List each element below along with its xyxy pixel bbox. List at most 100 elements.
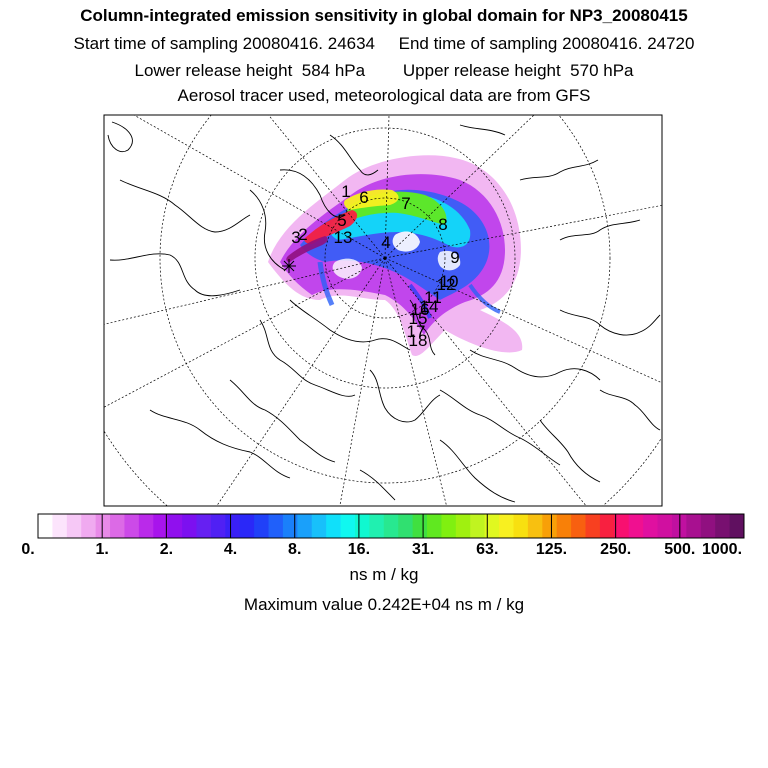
release-marker-label: 17	[407, 322, 426, 341]
legend-swatch	[196, 514, 212, 538]
legend-swatch	[239, 514, 255, 538]
legend-swatch	[52, 514, 68, 538]
graticule	[104, 115, 662, 506]
legend-swatch	[182, 514, 197, 538]
legend-swatch	[599, 514, 615, 538]
legend-swatch	[729, 514, 745, 538]
lower-release-text: Lower release height 584 hPa	[134, 61, 366, 80]
upper-release-text: Upper release height 570 hPa	[402, 61, 634, 80]
receptor-star	[282, 259, 296, 273]
release-marker-label: 5	[337, 211, 346, 230]
legend-swatch	[441, 514, 457, 538]
maximum-value-text: Maximum value 0.242E+04 ns m / kg	[243, 595, 525, 614]
legend-swatch	[138, 514, 154, 538]
plume-void-1	[392, 231, 420, 252]
plume-field	[268, 155, 523, 356]
legend-swatch	[268, 514, 284, 538]
release-marker-label: 12	[437, 275, 456, 294]
legend-swatch	[527, 514, 543, 538]
plume-blue-streak-3	[408, 283, 432, 319]
legend-tick-labels: 0. 1. 2. 4. 8. 16. 31. 63. 125. 250. 500. 1000.	[21, 541, 742, 558]
release-marker-label: 2	[298, 225, 307, 244]
release-marker-label: 10	[440, 272, 459, 291]
legend-swatch	[254, 514, 270, 538]
legend-swatch	[571, 514, 587, 538]
map-frame	[103, 114, 663, 507]
legend-tick-label: 4.	[224, 541, 237, 558]
legend-swatch	[210, 514, 226, 538]
aerosol-note: Aerosol tracer used, meteorological data…	[177, 86, 591, 105]
legend-swatch	[715, 514, 731, 538]
legend-swatch	[513, 514, 529, 538]
release-marker-label: 7	[401, 194, 410, 213]
legend-swatch	[614, 514, 630, 538]
release-marker-label: 18	[409, 331, 428, 350]
legend-swatch	[657, 514, 673, 538]
legend-tick-label: 1000.	[702, 541, 742, 558]
legend-swatch	[340, 514, 356, 538]
legend-tick-label: 0.	[21, 541, 34, 558]
release-marker-label: 4	[381, 233, 390, 252]
legend-swatch	[297, 514, 313, 538]
release-heights: Lower release height 584 hPa Upper relea…	[0, 61, 768, 81]
plume-magenta-streak	[286, 236, 328, 262]
legend-swatch	[556, 514, 572, 538]
legend-swatch	[412, 514, 428, 538]
legend-swatch	[282, 514, 298, 538]
plume-void-3	[332, 258, 362, 279]
release-marker-label: 3	[291, 228, 300, 247]
end-time-text: End time of sampling 20080416. 24720	[398, 34, 695, 53]
legend-frame	[37, 513, 745, 539]
legend-tick-label: 31.	[412, 541, 434, 558]
release-marker-label: 14	[420, 297, 439, 316]
legend-swatch	[700, 514, 716, 538]
release-marker-label: 15	[409, 309, 428, 328]
plume-blue-streak-1	[317, 261, 335, 307]
legend-swatch	[326, 514, 342, 538]
legend-swatch	[383, 514, 399, 538]
release-marker-label: 8	[438, 215, 447, 234]
release-marker-label: 16	[411, 300, 430, 319]
legend-swatch	[643, 514, 659, 538]
legend-swatch	[369, 514, 385, 538]
legend-swatch	[628, 514, 644, 538]
legend-tick-label: 8.	[288, 541, 301, 558]
legend-swatch	[66, 514, 82, 538]
legend-swatch	[124, 514, 140, 538]
legend-tick-label: 63.	[476, 541, 498, 558]
legend-tick-label: 500.	[664, 541, 695, 558]
sampling-times: Start time of sampling 20080416. 24634 E…	[0, 34, 768, 54]
plume-red-core	[304, 210, 358, 244]
legend-swatch	[38, 514, 53, 538]
release-marker-label: 6	[359, 188, 368, 207]
map-area	[104, 115, 662, 506]
legend-swatch	[398, 514, 414, 538]
legend-swatch	[427, 514, 442, 538]
legend-swatch	[354, 514, 370, 538]
legend-swatch	[686, 514, 702, 538]
release-marker-label: 1	[341, 182, 350, 201]
legend-swatch	[499, 514, 514, 538]
release-marker-label: 11	[424, 288, 442, 307]
plume-void-2	[437, 250, 461, 271]
legend-units: ns m / kg	[349, 565, 419, 584]
legend-tick-label: 16.	[348, 541, 370, 558]
start-time-text: Start time of sampling 20080416. 24634	[73, 34, 376, 53]
legend-swatch	[311, 514, 327, 538]
legend-swatch	[225, 514, 241, 538]
legend-swatch	[110, 514, 125, 538]
legend-swatch	[542, 514, 558, 538]
legend-swatch	[455, 514, 471, 538]
legend-swatch	[167, 514, 183, 538]
legend-swatch	[81, 514, 97, 538]
coastlines	[107, 121, 661, 503]
legend-swatch	[95, 514, 111, 538]
legend-swatch	[484, 514, 500, 538]
legend-swatch	[585, 514, 601, 538]
legend-tick-label: 1.	[96, 541, 109, 558]
release-marker-label: 13	[334, 228, 353, 247]
legend-swatch	[470, 514, 486, 538]
plume-blue-streak-2	[468, 283, 501, 314]
